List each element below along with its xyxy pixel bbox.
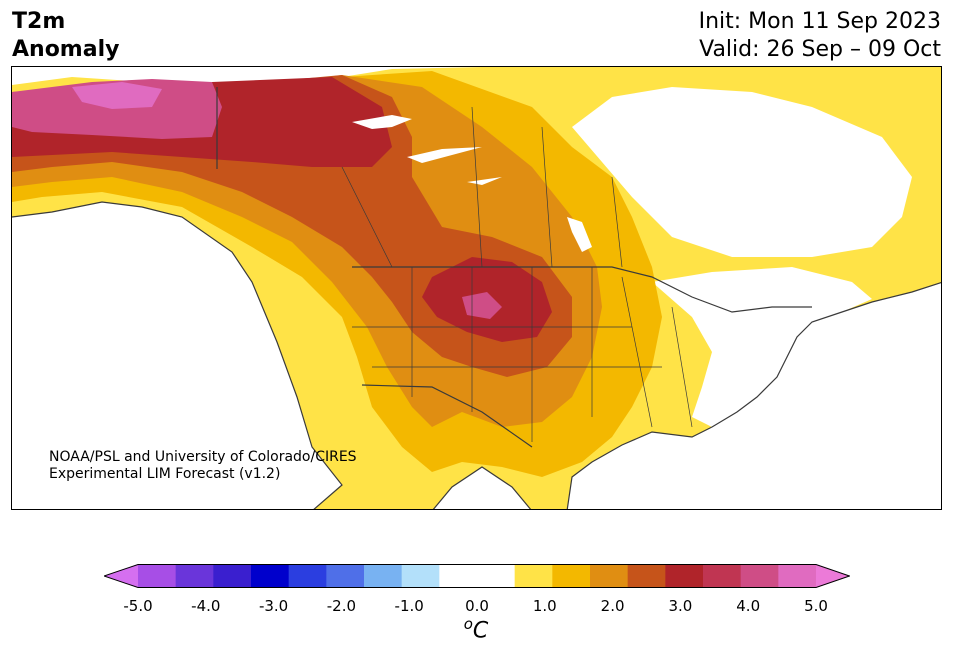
- colorbar: [104, 564, 850, 588]
- colorbar-tick-label: 4.0: [736, 597, 761, 615]
- colorbar-segment: [778, 564, 817, 588]
- colorbar-segment: [175, 564, 214, 588]
- colorbar-tick-label: -1.0: [394, 597, 424, 615]
- anomaly-map: [11, 66, 942, 510]
- forecast-dates: Init: Mon 11 Sep 2023 Valid: 26 Sep – 09…: [699, 8, 941, 64]
- colorbar-segment: [552, 564, 591, 588]
- colorbar-unit: oC: [464, 615, 489, 643]
- colorbar-segment: [138, 564, 177, 588]
- colorbar-segment: [590, 564, 629, 588]
- colorbar-tick-label: 2.0: [600, 597, 625, 615]
- us-mexico-border: [361, 384, 533, 448]
- map-canvas: [12, 67, 941, 509]
- province-lines: [341, 106, 623, 268]
- lake-winnipeg: [567, 217, 592, 252]
- unit-celsius: C: [472, 618, 489, 644]
- colorbar-high-extend: [816, 564, 850, 588]
- colorbar-tick-label: 0.0: [465, 597, 489, 615]
- state-lines: [352, 267, 693, 442]
- colorbar-tick-label: 3.0: [668, 597, 693, 615]
- neutral-east: [652, 267, 872, 427]
- colorbar-tick-label: -4.0: [191, 597, 221, 615]
- coastlines-borders: [12, 87, 941, 509]
- colorbar-segment: [439, 564, 478, 588]
- colorbar-segment: [251, 564, 290, 588]
- colorbar-segment: [740, 564, 779, 588]
- credit-line-2: Experimental LIM Forecast (v1.2): [49, 466, 281, 482]
- colorbar-segment: [477, 564, 516, 588]
- coastline-east: [566, 282, 941, 509]
- colorbar-segment: [288, 564, 327, 588]
- anomaly-band-6: [72, 82, 162, 109]
- colorbar-low-extend: [104, 564, 138, 588]
- colorbar-outline: [104, 564, 850, 588]
- unit-degree: o: [463, 615, 473, 633]
- init-date: Init: Mon 11 Sep 2023: [698, 9, 941, 34]
- valid-period: Valid: 26 Sep – 09 Oct: [699, 37, 941, 62]
- coastline-gulf: [432, 466, 532, 509]
- forecast-credit: NOAA/PSL and University of Colorado/CIRE…: [49, 449, 357, 483]
- colorbar-segment: [665, 564, 704, 588]
- colorbar-segment: [364, 564, 403, 588]
- colorbar-segment: [213, 564, 252, 588]
- colorbar-segment: [703, 564, 742, 588]
- colorbar-segment: [326, 564, 365, 588]
- anomaly-band-4: [12, 77, 552, 342]
- colorbar-segment: [401, 564, 440, 588]
- colorbar-segment: [514, 564, 553, 588]
- anomaly-band-5: [12, 79, 502, 319]
- map-title: T2m Anomaly: [12, 8, 119, 64]
- great-slave-lake: [407, 147, 482, 163]
- colorbar-segment: [627, 564, 666, 588]
- lake-athabasca: [467, 177, 502, 185]
- colorbar-tick-label: 1.0: [532, 597, 557, 615]
- great-bear-lake: [352, 115, 412, 129]
- colorbar-tick-label: -5.0: [123, 597, 153, 615]
- coastline: [12, 201, 343, 509]
- title-line-1: T2m: [12, 9, 66, 34]
- title-line-2: Anomaly: [12, 37, 120, 62]
- neutral-north: [572, 87, 912, 257]
- us-canada-border: [352, 266, 812, 313]
- colorbar-tick-label: -2.0: [326, 597, 357, 615]
- colorbar-tick-label: -3.0: [258, 597, 289, 615]
- colorbar-tick-label: 5.0: [804, 597, 828, 615]
- credit-line-1: NOAA/PSL and University of Colorado/CIRE…: [49, 449, 357, 465]
